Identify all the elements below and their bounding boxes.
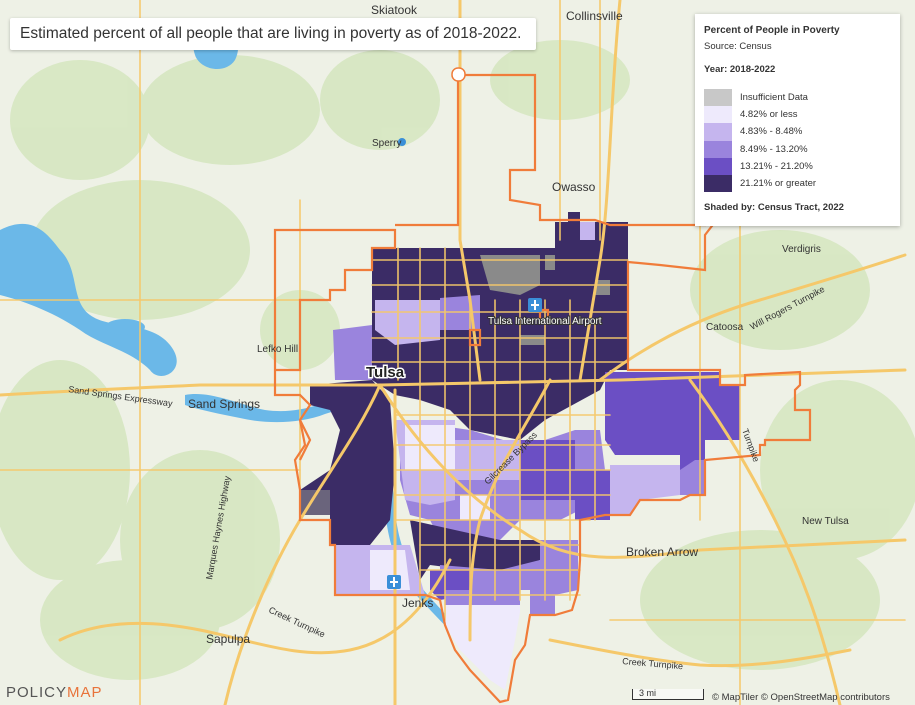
legend-swatch: [704, 89, 732, 107]
jenks-airport-icon: [387, 575, 401, 589]
label-tulsa: Tulsa: [366, 364, 405, 381]
label-sand-springs: Sand Springs: [188, 397, 260, 411]
legend-bins: Insufficient Data 4.82% or less 4.83% - 8.…: [704, 89, 891, 193]
legend-label: 8.49% - 13.20%: [740, 143, 808, 155]
choropleth-layer: [300, 212, 740, 690]
logo-part1: POLICY: [6, 684, 68, 701]
legend-row: Insufficient Data: [704, 89, 891, 107]
legend-shaded-by: Shaded by: Census Tract, 2022: [704, 202, 844, 214]
label-lefko-hill: Lefko Hill: [257, 344, 298, 355]
label-collinsville: Collinsville: [566, 9, 623, 23]
legend-row: 4.82% or less: [704, 106, 891, 124]
legend-label: 4.83% - 8.48%: [740, 126, 803, 138]
scale-bar: 3 mi: [632, 689, 704, 700]
label-skiatook: Skiatook: [371, 3, 418, 17]
label-owasso: Owasso: [552, 180, 596, 194]
legend-row: 4.83% - 8.48%: [704, 123, 891, 141]
label-broken-arrow: Broken Arrow: [626, 545, 698, 559]
legend-title: Percent of People in Poverty: [704, 25, 840, 36]
label-jenks: Jenks: [402, 596, 433, 610]
legend-label: 13.21% - 21.20%: [740, 160, 813, 172]
airport-icon: [528, 298, 542, 312]
label-catoosa: Catoosa: [706, 322, 744, 333]
legend-swatch: [704, 140, 732, 158]
legend-swatch: [704, 123, 732, 141]
label-new-tulsa: New Tulsa: [802, 516, 849, 527]
policymap-logo[interactable]: POLICYMAP: [6, 684, 103, 701]
legend-label: 4.82% or less: [740, 109, 798, 121]
label-sperry: Sperry: [372, 138, 401, 149]
legend-label: Insufficient Data: [740, 92, 808, 104]
label-creek-turnpike-w: Creek Turnpike: [267, 605, 327, 640]
city-boundary: [273, 67, 812, 704]
label-turnpike-e: Turnpike: [740, 427, 761, 463]
legend-swatch: [704, 106, 732, 124]
map-title: Estimated percent of all people that are…: [10, 18, 536, 50]
legend-swatch: [704, 157, 732, 175]
legend-label: 21.21% or greater: [740, 178, 817, 190]
label-sapulpa: Sapulpa: [206, 632, 250, 646]
label-creek-turnpike-s: Creek Turnpike: [622, 656, 684, 671]
map-attribution[interactable]: © MapTiler © OpenStreetMap contributors: [712, 692, 890, 703]
legend-panel: Percent of People in Poverty Source: Cen…: [695, 14, 900, 226]
legend-row: 8.49% - 13.20%: [704, 140, 891, 158]
legend-swatch: [704, 174, 732, 193]
legend-source: Source: Census: [704, 41, 772, 52]
legend-row: 21.21% or greater: [704, 174, 891, 193]
label-airport: Tulsa International Airport: [488, 316, 602, 327]
logo-part2: MAP: [67, 684, 103, 701]
label-verdigris: Verdigris: [782, 244, 821, 255]
sperry-airport-icon: [398, 138, 406, 146]
legend-row: 13.21% - 21.20%: [704, 157, 891, 175]
legend-year: Year: 2018-2022: [704, 64, 776, 75]
